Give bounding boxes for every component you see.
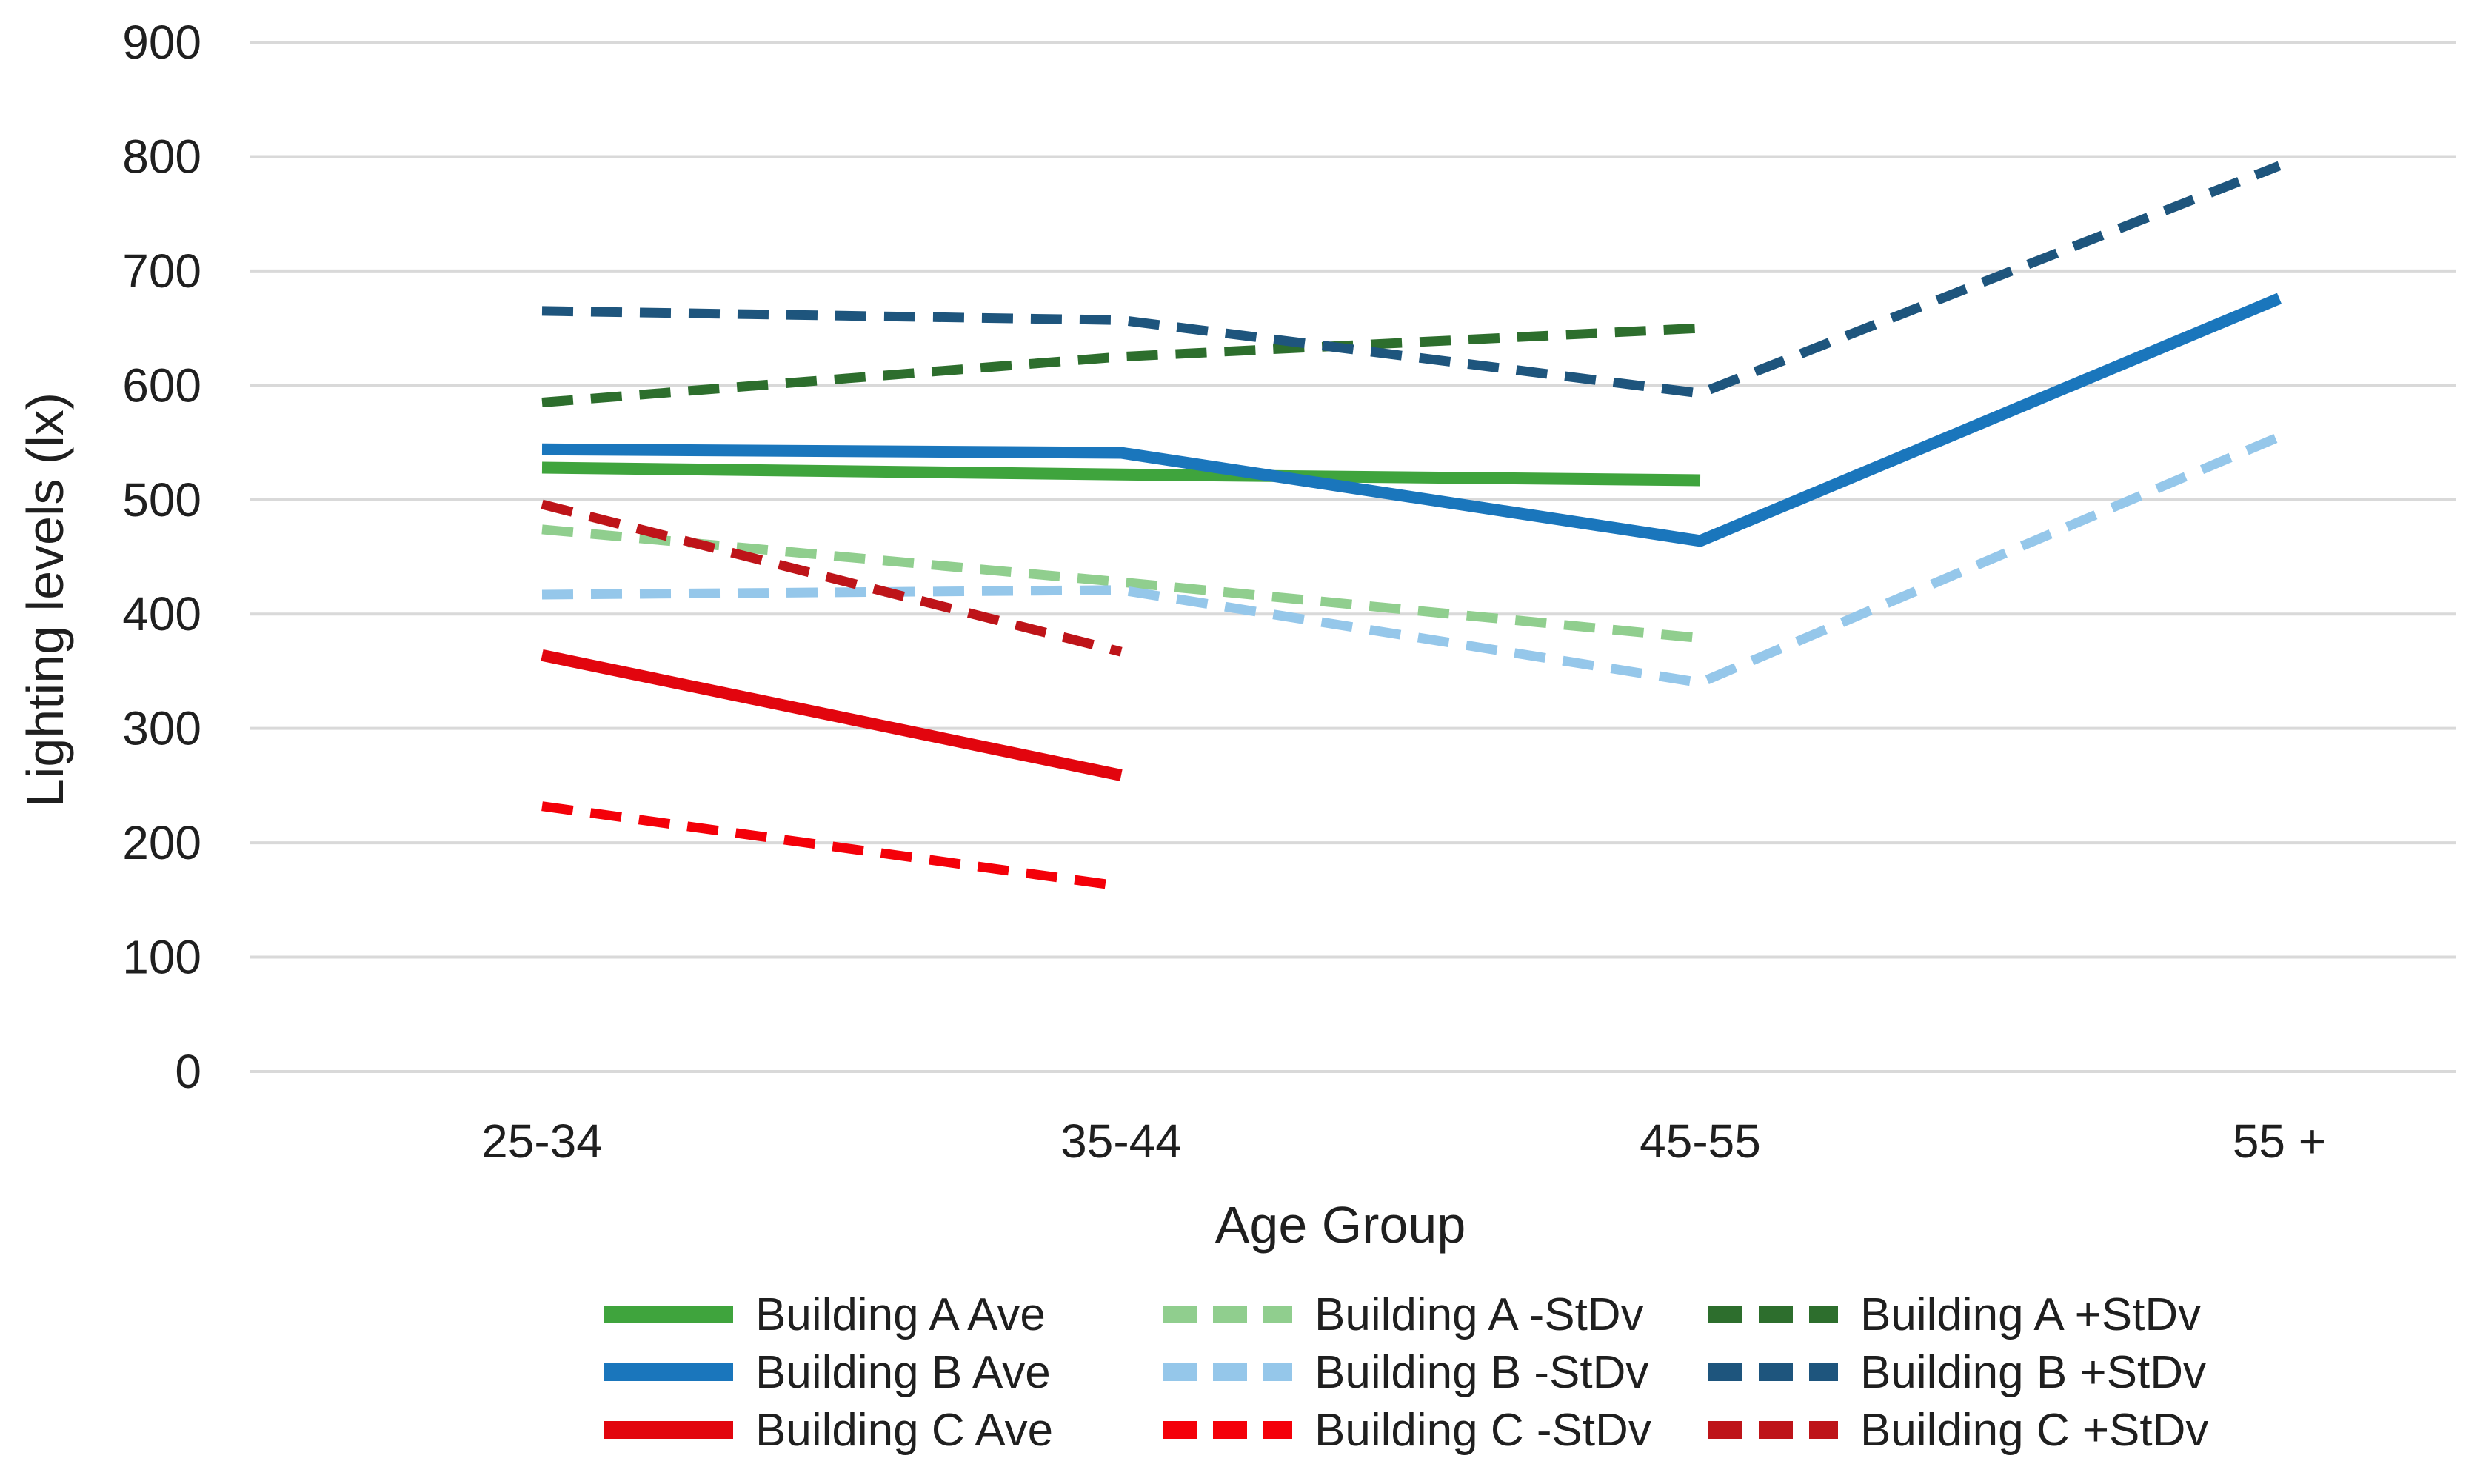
y-tick-label: 300: [122, 702, 201, 755]
y-tick-label: 0: [175, 1045, 201, 1098]
y-axis-title: Lighting levels (lx): [16, 392, 74, 807]
y-axis-tick-labels: 0 100 200 300 400 500 600 700 800 900: [122, 16, 201, 1098]
series-line-building-b-stdv: [541, 432, 2282, 688]
legend-label-building-c-stdv: Building C +StDv: [1860, 1405, 2208, 1456]
series-line-building-c-stdv: [541, 801, 1122, 892]
series-lines: [541, 161, 2282, 892]
legend-item-building-b-stdv: Building B +StDv: [1708, 1347, 2206, 1398]
series-line-building-a-ave: [541, 461, 1701, 487]
x-tick-label: 35-44: [1060, 1114, 1182, 1168]
legend: Building A Ave Building A -StDv Building A…: [604, 1289, 2208, 1456]
series-line-building-c-ave: [541, 649, 1123, 781]
series-line-building-b-ave: [541, 293, 2282, 547]
y-tick-label: 600: [122, 358, 201, 412]
series-line-building-b-stdv: [541, 161, 2282, 398]
y-tick-label: 500: [122, 473, 201, 527]
x-tick-label: 25-34: [481, 1114, 603, 1168]
y-tick-label: 900: [122, 16, 201, 69]
legend-label-building-a-stdv: Building A +StDv: [1860, 1289, 2201, 1340]
legend-label-building-b-ave: Building B Ave: [755, 1347, 1051, 1398]
y-tick-label: 100: [122, 931, 201, 984]
legend-label-building-b-stdv: Building B -StDv: [1314, 1347, 1648, 1398]
x-tick-label: 55 +: [2233, 1114, 2326, 1168]
legend-item-building-b-ave: Building B Ave: [604, 1347, 1051, 1398]
gridlines: [250, 41, 2456, 1073]
legend-item-building-b-stdv: Building B -StDv: [1163, 1347, 1648, 1398]
legend-label-building-b-stdv: Building B +StDv: [1860, 1347, 2206, 1398]
legend-item-building-c-ave: Building C Ave: [604, 1405, 1053, 1456]
legend-item-building-c-stdv: Building C -StDv: [1163, 1405, 1651, 1456]
x-axis-title: Age Group: [1215, 1196, 1466, 1254]
series-line-building-a-stdv: [541, 323, 1701, 407]
series-line-building-a-stdv: [541, 524, 1701, 644]
x-tick-label: 45-55: [1640, 1114, 1761, 1168]
legend-label-building-c-ave: Building C Ave: [755, 1405, 1053, 1456]
legend-item-building-a-stdv: Building A -StDv: [1163, 1289, 1644, 1340]
legend-item-building-c-stdv: Building C +StDv: [1708, 1405, 2208, 1456]
series-line-building-c-stdv: [541, 499, 1123, 657]
legend-item-building-a-ave: Building A Ave: [604, 1289, 1046, 1340]
y-tick-label: 700: [122, 244, 201, 298]
x-axis-tick-labels: 25-34 35-44 45-55 55 +: [481, 1114, 2326, 1168]
y-tick-label: 200: [122, 816, 201, 869]
legend-label-building-c-stdv: Building C -StDv: [1314, 1405, 1651, 1456]
y-tick-label: 400: [122, 587, 201, 641]
legend-label-building-a-ave: Building A Ave: [755, 1289, 1046, 1340]
legend-item-building-a-stdv: Building A +StDv: [1708, 1289, 2201, 1340]
y-tick-label: 800: [122, 130, 201, 183]
legend-label-building-a-stdv: Building A -StDv: [1314, 1289, 1644, 1340]
